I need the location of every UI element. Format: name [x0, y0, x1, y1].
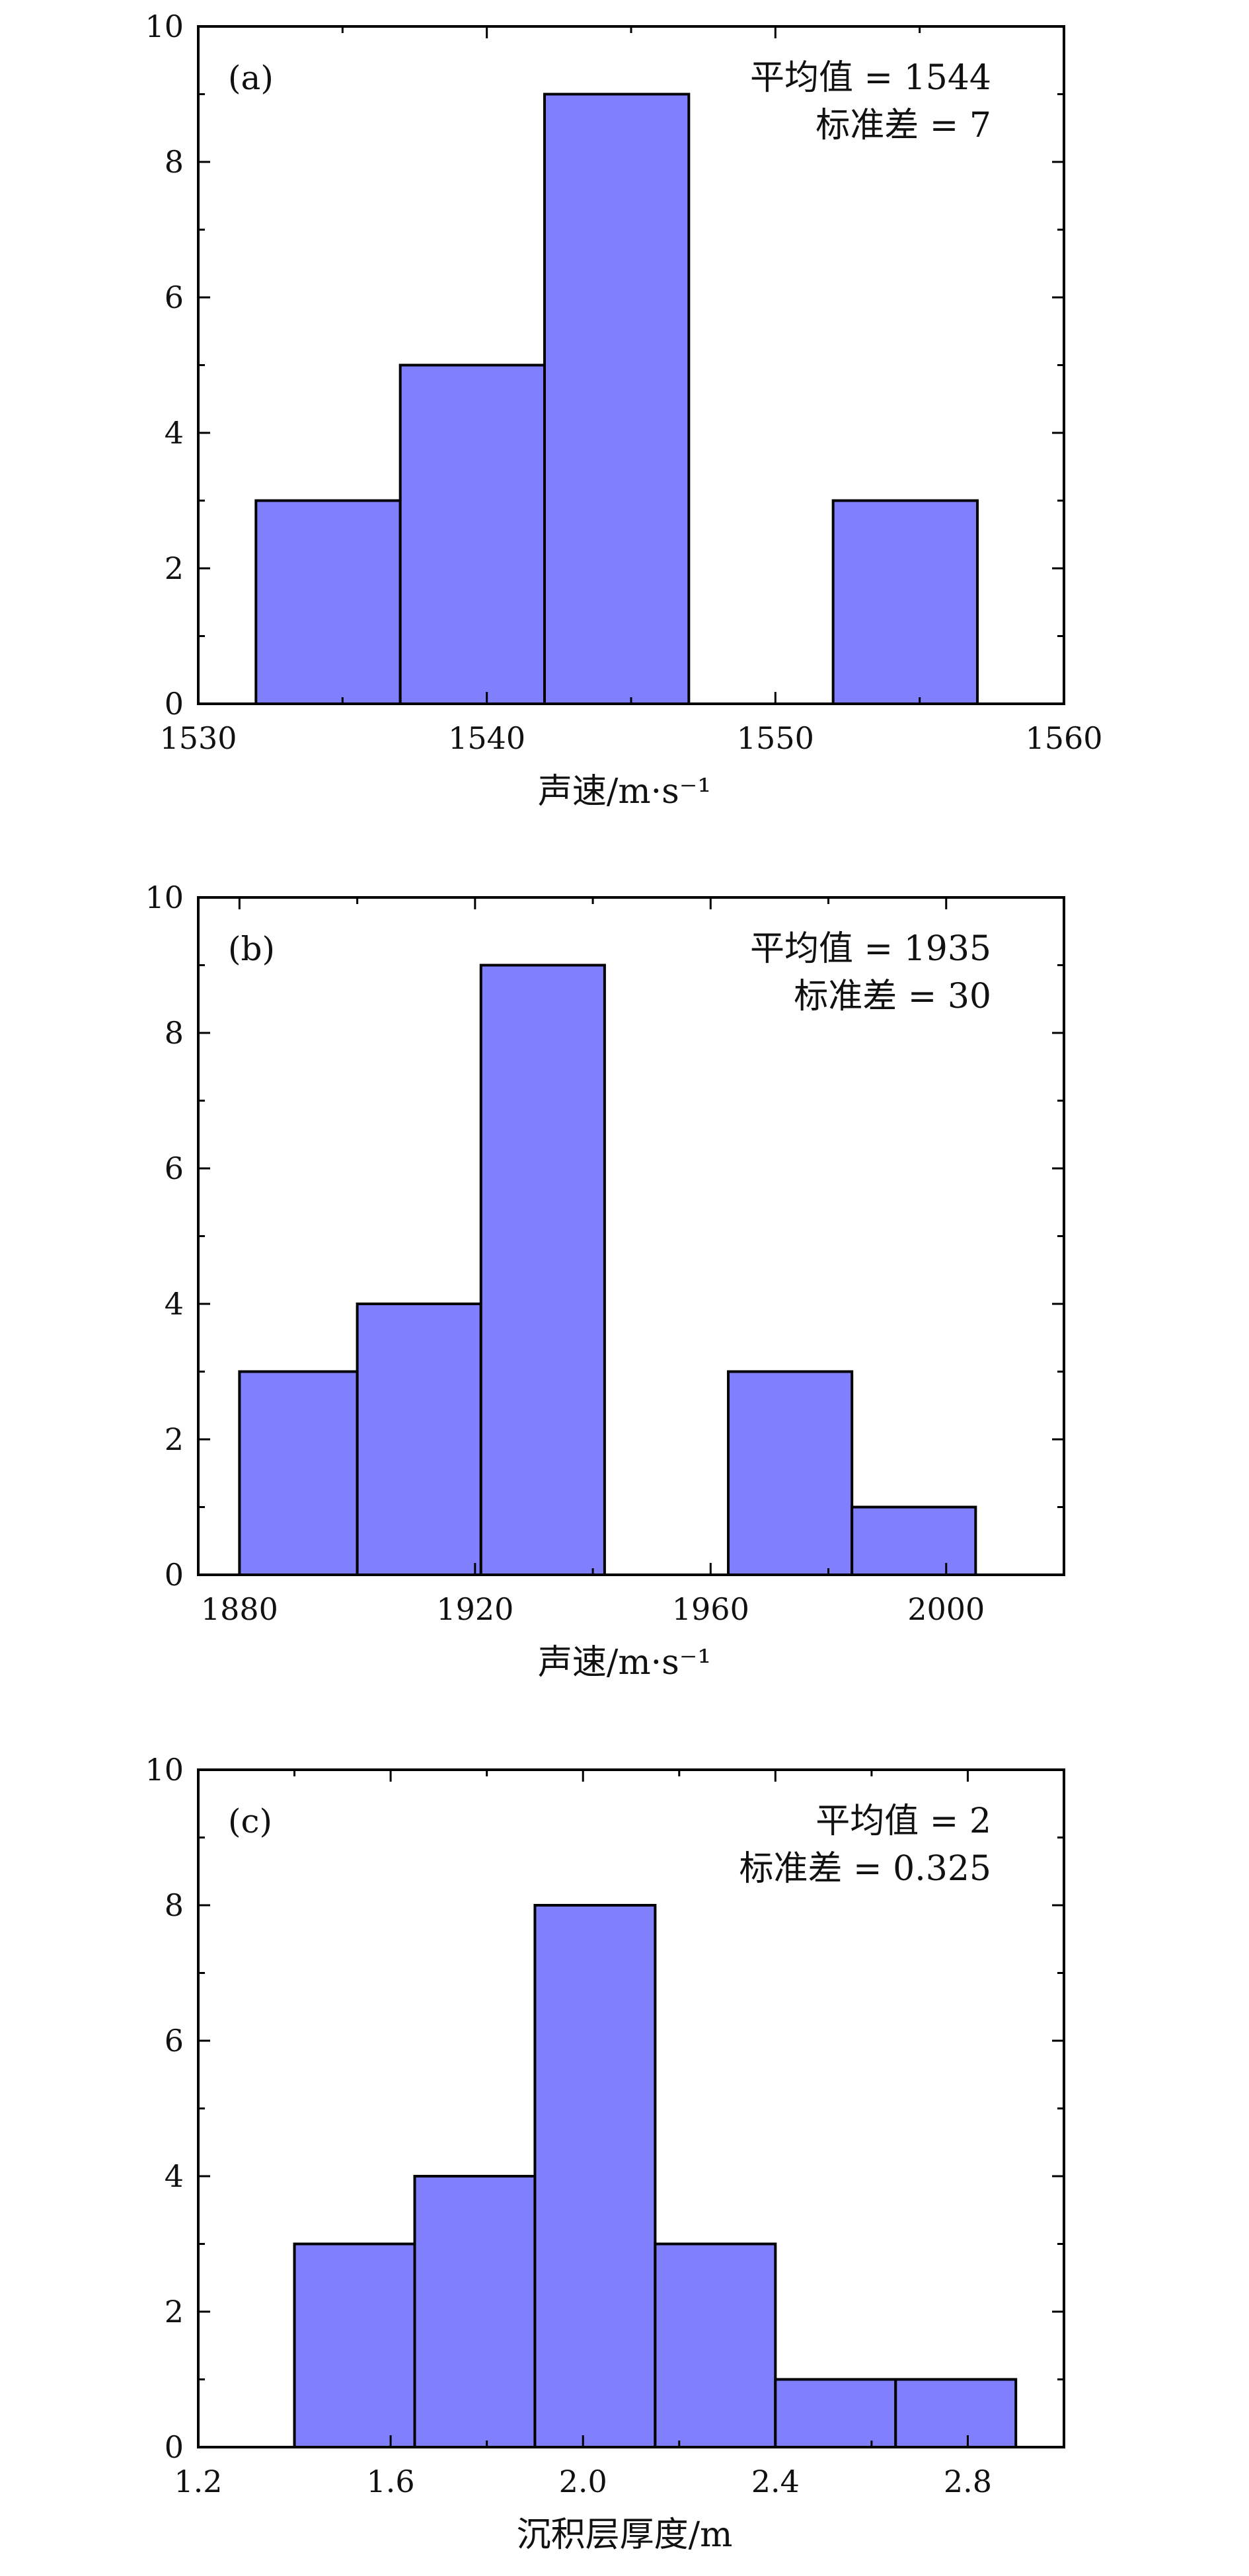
x-tick-label-a: 1560 [1025, 720, 1102, 756]
y-tick-label-b: 10 [145, 880, 184, 915]
bar-a-4 [831, 499, 979, 705]
panel-label-a: (a) [228, 59, 274, 97]
x-tick-label-b: 2000 [907, 1591, 985, 1627]
histogram-panel-a: 0 2 4 6 8 10 1530 1540 1550 1560 (a) 平均值 = 1544 标准差 … [145, 9, 1102, 812]
y-tick-label-a: 2 [165, 550, 184, 586]
stat-annotation-b: 平均值 = 1935 [750, 929, 991, 969]
bar-a-0 [254, 499, 402, 705]
x-tick-label-c: 1.2 [174, 2464, 222, 2499]
x-tick-label-c: 2.4 [751, 2464, 800, 2499]
bar-b-5 [851, 1505, 977, 1576]
y-tick-label-b: 4 [165, 1286, 184, 1322]
y-tick-label-c: 4 [165, 2158, 184, 2194]
y-tick-label-c: 2 [165, 2294, 184, 2330]
y-tick-label-a: 6 [165, 280, 184, 315]
y-tick-label-b: 6 [165, 1151, 184, 1186]
stat-annotation-c: 平均值 = 2 [815, 1801, 991, 1841]
panel-label-c: (c) [228, 1802, 272, 1840]
y-tick-label-c: 6 [165, 2023, 184, 2059]
y-tick-label-b: 8 [165, 1015, 184, 1051]
stat-annotation-a: 标准差 = 7 [815, 106, 991, 145]
bar-c-1 [413, 2175, 537, 2448]
x-axis-label-a: 声速/m·s⁻¹ [538, 772, 711, 812]
y-tick-label-c: 10 [145, 1752, 184, 1788]
stat-annotation-c: 标准差 = 0.325 [739, 1849, 992, 1889]
bar-a-2 [543, 93, 691, 705]
x-axis-label-b: 声速/m·s⁻¹ [538, 1643, 711, 1683]
x-tick-label-c: 1.6 [367, 2464, 415, 2499]
panel-label-b: (b) [228, 930, 275, 968]
bar-c-3 [654, 2242, 777, 2448]
x-tick-label-a: 1530 [159, 720, 237, 756]
stat-annotation-a: 平均值 = 1544 [750, 58, 991, 98]
bar-b-0 [238, 1370, 359, 1576]
bar-b-1 [356, 1303, 482, 1576]
y-tick-label-b: 0 [165, 1557, 184, 1593]
x-tick-label-b: 1880 [201, 1591, 278, 1627]
bar-c-0 [293, 2242, 416, 2448]
x-tick-label-c: 2.0 [559, 2464, 607, 2499]
y-tick-label-a: 10 [145, 9, 184, 44]
y-tick-label-a: 4 [165, 415, 184, 451]
bar-b-4 [727, 1370, 854, 1576]
histogram-panel-c: 0 2 4 6 8 10 1.2 1.6 2.0 2.4 2.8 (c) 平均值 = 2 标准差 = 0.… [145, 1752, 1065, 2555]
y-tick-label-b: 2 [165, 1421, 184, 1457]
y-tick-label-a: 8 [165, 144, 184, 180]
bar-b-2 [479, 964, 606, 1576]
bar-a-1 [398, 363, 547, 705]
y-tick-label-a: 0 [165, 686, 184, 722]
x-tick-label-c: 2.8 [944, 2464, 992, 2499]
histogram-panel-b: 0 2 4 6 8 10 1880 1920 1960 2000 (b) 平均值 = 1935 标准差 … [145, 880, 1065, 1683]
bar-c-4 [774, 2378, 897, 2448]
stat-annotation-b: 标准差 = 30 [794, 977, 991, 1016]
y-tick-label-c: 0 [165, 2429, 184, 2465]
x-tick-label-b: 1960 [672, 1591, 749, 1627]
x-axis-label-c: 沉积层厚度/m [517, 2515, 733, 2555]
x-tick-label-a: 1550 [737, 720, 814, 756]
bar-c-2 [533, 1904, 657, 2448]
bar-c-5 [894, 2378, 1018, 2448]
y-tick-label-c: 8 [165, 1887, 184, 1923]
x-tick-label-b: 1920 [436, 1591, 513, 1627]
x-tick-label-a: 1540 [448, 720, 525, 756]
